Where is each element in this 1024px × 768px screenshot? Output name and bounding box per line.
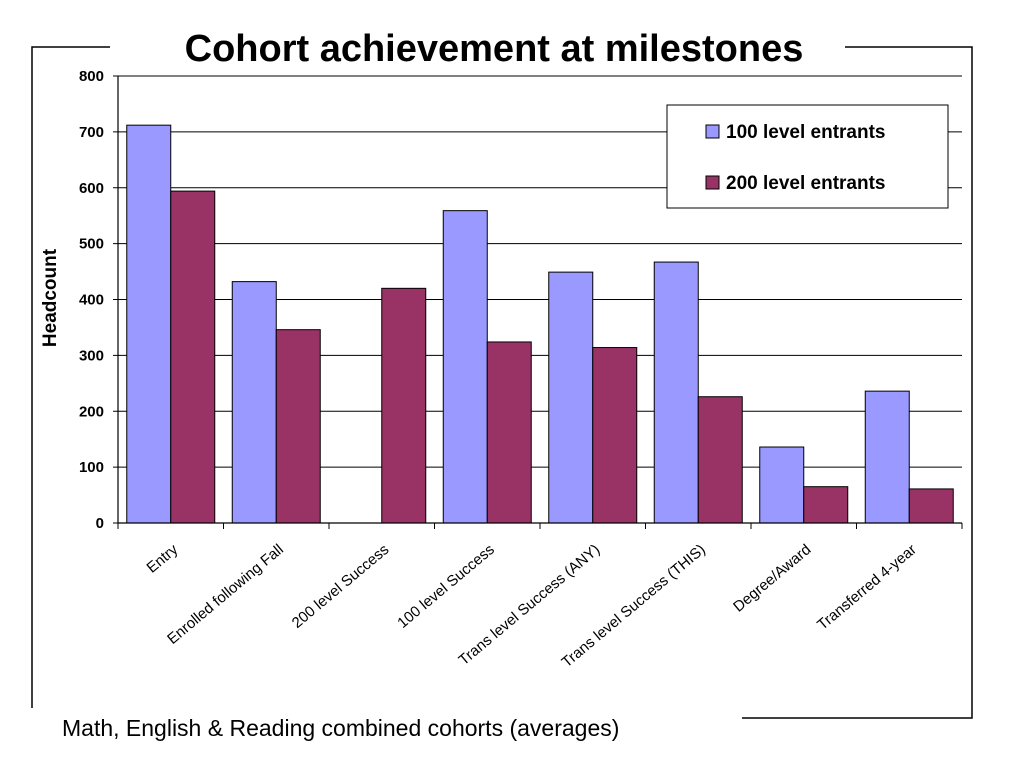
x-tick-label: Degree/Award xyxy=(730,541,814,615)
x-tick-label: Entry xyxy=(144,541,182,577)
bar-200-level xyxy=(697,396,743,524)
axes xyxy=(113,75,963,529)
bar-100-level xyxy=(231,281,277,524)
bar-100-level xyxy=(653,261,699,524)
y-axis-label: Headcount xyxy=(40,248,61,347)
bar-100-level xyxy=(548,271,594,524)
legend-label: 200 level entrants xyxy=(726,173,885,194)
bar-100-level xyxy=(442,210,488,524)
legend: 100 level entrants 200 level entrants xyxy=(666,104,949,209)
y-tick-label: 800 xyxy=(79,68,104,85)
x-tick-label: Enrolled following Fall xyxy=(164,541,287,648)
legend-swatch xyxy=(705,175,720,190)
bar-200-level xyxy=(381,287,427,524)
bar-100-level xyxy=(864,390,910,524)
y-tick-label: 500 xyxy=(79,236,104,253)
bars xyxy=(126,124,954,524)
bar-200-level xyxy=(486,341,532,524)
legend-label: 100 level entrants xyxy=(726,122,885,143)
y-tick-label: 100 xyxy=(79,459,104,476)
bar-200-level xyxy=(170,190,216,524)
x-tick-label: 100 level Success xyxy=(394,541,498,632)
x-tick-label: 200 level Success xyxy=(289,541,393,632)
bar-100-level xyxy=(759,446,805,524)
y-tick-label: 400 xyxy=(79,292,104,309)
x-tick-label: Transferred 4-year xyxy=(814,541,920,634)
y-tick-label: 600 xyxy=(79,180,104,197)
legend-swatch xyxy=(705,124,720,139)
bar-200-level xyxy=(803,486,849,524)
bar-200-level xyxy=(592,347,638,524)
bar-200-level xyxy=(275,329,321,524)
bar-200-level xyxy=(908,488,954,524)
chart-title: Cohort achievement at milestones xyxy=(184,28,804,70)
y-tick-label: 700 xyxy=(79,124,104,141)
chart-subtitle: Math, English & Reading combined cohorts… xyxy=(62,715,620,741)
bar-100-level xyxy=(126,124,172,524)
legend-box xyxy=(666,104,949,209)
y-tick-label: 200 xyxy=(79,403,104,420)
y-tick-label: 0 xyxy=(96,515,104,532)
y-tick-labels: 0 100 200 300 400 500 600 700 800 xyxy=(79,68,104,532)
y-tick-label: 300 xyxy=(79,347,104,364)
